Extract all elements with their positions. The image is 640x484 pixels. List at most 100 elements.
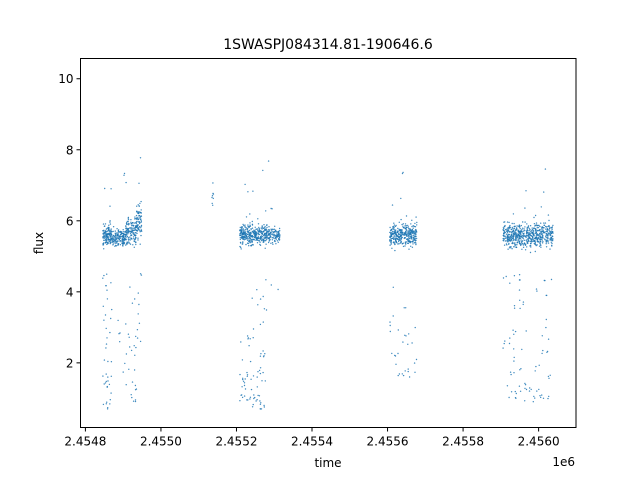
- data-point: [524, 229, 526, 232]
- data-point: [246, 242, 249, 244]
- data-point: [507, 239, 509, 241]
- data-point: [514, 225, 516, 228]
- data-point: [267, 232, 269, 234]
- data-point: [132, 236, 135, 238]
- data-point: [139, 157, 142, 159]
- data-point: [279, 234, 281, 236]
- data-point: [106, 337, 108, 339]
- data-point: [514, 232, 517, 235]
- data-point: [139, 340, 142, 343]
- data-point: [246, 233, 248, 236]
- data-point: [137, 237, 139, 239]
- data-point: [531, 235, 533, 238]
- data-point: [255, 236, 258, 239]
- data-point: [116, 236, 118, 238]
- data-point: [402, 341, 404, 343]
- data-point: [523, 232, 525, 234]
- data-point: [252, 243, 254, 246]
- data-point: [397, 240, 400, 243]
- data-point: [134, 225, 136, 227]
- data-point: [518, 231, 520, 233]
- data-point: [403, 237, 405, 240]
- data-point: [415, 358, 418, 361]
- data-point: [122, 235, 125, 237]
- data-point: [275, 235, 277, 237]
- data-point: [102, 223, 105, 225]
- data-point: [548, 377, 550, 379]
- data-point: [529, 245, 531, 247]
- data-point: [525, 190, 527, 192]
- data-point: [531, 233, 533, 235]
- data-point: [395, 231, 397, 233]
- data-point: [126, 231, 128, 233]
- data-point: [110, 317, 112, 320]
- data-point: [519, 242, 521, 244]
- data-point: [119, 233, 122, 236]
- data-point: [263, 224, 265, 226]
- data-point: [109, 403, 111, 405]
- data-point: [106, 298, 109, 300]
- data-point: [513, 222, 515, 225]
- data-point: [114, 230, 117, 232]
- data-point: [415, 235, 417, 237]
- data-point: [520, 224, 522, 227]
- y-tick-label: 8: [66, 143, 74, 157]
- data-point: [539, 242, 541, 245]
- data-point: [255, 239, 257, 241]
- data-point: [411, 342, 413, 344]
- data-point: [273, 237, 275, 240]
- data-point: [541, 235, 544, 237]
- data-point: [130, 221, 132, 223]
- data-point: [507, 248, 509, 250]
- data-point: [509, 246, 511, 248]
- data-point: [252, 403, 254, 406]
- data-point: [405, 224, 407, 227]
- data-point: [102, 232, 104, 235]
- data-point: [134, 399, 137, 401]
- data-point: [515, 227, 518, 229]
- data-point: [503, 231, 505, 234]
- data-point: [114, 242, 116, 244]
- data-point: [529, 225, 532, 227]
- data-point: [539, 239, 542, 241]
- data-point: [105, 237, 107, 239]
- data-point: [103, 225, 106, 227]
- data-point: [542, 241, 544, 243]
- data-point: [531, 229, 533, 232]
- data-point: [414, 326, 416, 329]
- data-point: [397, 232, 400, 235]
- data-point: [108, 383, 111, 386]
- data-point: [551, 226, 553, 228]
- data-point: [130, 349, 133, 352]
- data-point: [136, 216, 138, 219]
- data-point: [397, 235, 399, 238]
- data-point: [506, 221, 509, 223]
- data-point: [538, 233, 540, 236]
- data-point: [102, 375, 104, 377]
- data-point: [262, 239, 264, 241]
- data-point: [114, 244, 117, 247]
- data-point: [408, 231, 410, 233]
- data-point: [278, 227, 281, 230]
- data-point: [262, 350, 264, 352]
- data-point: [140, 221, 143, 223]
- data-point: [128, 336, 130, 338]
- data-point: [251, 236, 253, 238]
- data-point: [258, 230, 261, 233]
- data-point: [545, 228, 547, 230]
- data-point: [254, 226, 256, 228]
- data-point: [112, 234, 115, 237]
- data-point: [245, 236, 247, 238]
- data-point: [263, 240, 265, 242]
- data-point: [248, 245, 250, 247]
- data-point: [263, 236, 265, 238]
- data-point: [252, 236, 255, 238]
- data-point: [247, 337, 250, 339]
- data-point: [256, 239, 258, 241]
- data-point: [393, 234, 395, 236]
- data-point: [407, 370, 409, 373]
- data-point: [117, 237, 119, 239]
- data-point: [524, 207, 526, 209]
- data-point: [408, 333, 410, 335]
- data-point: [239, 241, 242, 244]
